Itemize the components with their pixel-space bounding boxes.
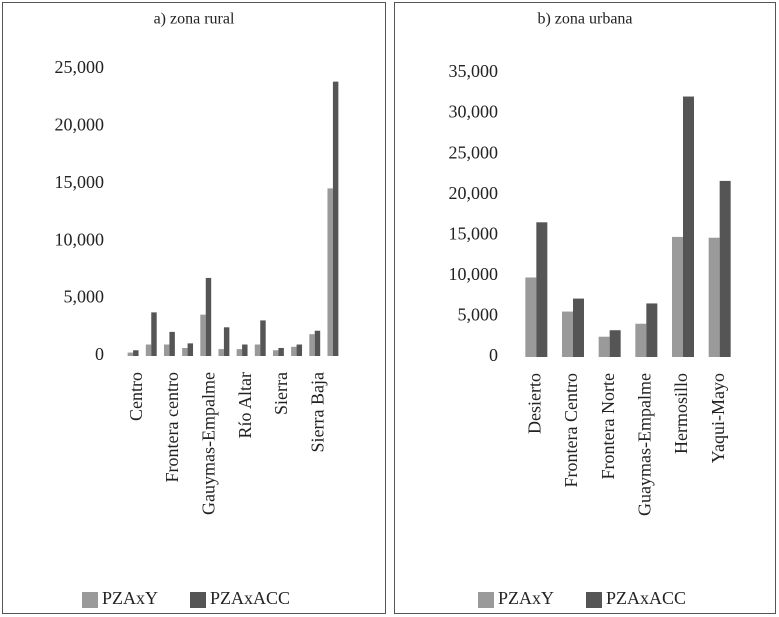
x-tick-label: Centro <box>126 372 146 421</box>
y-tick-label: 25,000 <box>55 57 105 77</box>
bar <box>708 237 720 357</box>
x-tick-label: Frontera Centro <box>561 373 581 487</box>
bar <box>278 347 284 356</box>
bar <box>525 277 537 357</box>
legend-swatch <box>82 592 98 608</box>
legend-swatch <box>586 592 602 608</box>
bar <box>242 344 248 356</box>
bar <box>127 352 134 356</box>
legend-label: PZAxY <box>102 588 158 608</box>
bar <box>169 331 175 356</box>
legend-swatch <box>478 592 494 608</box>
bar <box>314 330 321 356</box>
y-tick-label: 5,000 <box>458 305 499 325</box>
bar <box>223 327 230 356</box>
y-tick-label: 25,000 <box>449 142 499 162</box>
y-tick-label: 20,000 <box>55 115 105 135</box>
x-tick-label: Guaymas-Empalme <box>634 373 654 516</box>
x-tick-label: Yaqui-Mayo <box>708 373 728 463</box>
chart-title: a) zona rural <box>154 11 235 28</box>
bar <box>327 188 333 356</box>
x-tick-label: Río Altar <box>235 372 255 439</box>
x-tick-label: Sierra <box>271 372 291 415</box>
y-tick-label: 30,000 <box>449 102 499 122</box>
bar <box>683 96 694 357</box>
bar <box>609 330 621 357</box>
bar <box>163 344 170 356</box>
bar <box>672 236 683 357</box>
y-tick-label: 0 <box>95 344 104 364</box>
y-tick-label: 10,000 <box>55 229 105 249</box>
bar <box>200 314 206 356</box>
x-tick-label: Hermosillo <box>671 373 691 454</box>
legend-label: PZAxY <box>498 588 554 608</box>
bar <box>598 336 610 357</box>
bar <box>205 277 212 356</box>
y-tick-label: 0 <box>489 345 498 365</box>
y-tick-label: 15,000 <box>55 172 105 192</box>
bar <box>562 311 573 357</box>
bar <box>151 312 157 356</box>
y-tick-label: 15,000 <box>449 223 499 243</box>
bar <box>296 344 303 356</box>
bar <box>236 349 243 356</box>
bar <box>182 347 188 356</box>
bar <box>254 344 261 356</box>
bar <box>573 298 584 357</box>
panel-frame <box>2 2 386 614</box>
bar <box>260 320 266 356</box>
bar <box>145 344 152 356</box>
x-tick-label: Gauymas-Empalme <box>198 372 218 515</box>
x-tick-label: Frontera centro <box>162 372 182 482</box>
bar <box>309 334 315 356</box>
bar <box>133 350 139 356</box>
bar <box>635 323 647 357</box>
bar <box>272 350 279 356</box>
y-tick-label: 5,000 <box>64 287 105 307</box>
bar <box>187 343 194 356</box>
y-tick-label: 35,000 <box>449 61 499 81</box>
bar <box>218 349 224 356</box>
panel-frame <box>394 2 776 614</box>
x-tick-label: Desierto <box>524 373 544 434</box>
y-tick-label: 10,000 <box>449 264 499 284</box>
x-tick-label: Frontera Norte <box>598 373 618 479</box>
bar <box>646 303 658 357</box>
x-tick-label: Sierra Baja <box>307 372 327 452</box>
y-tick-label: 20,000 <box>449 183 499 203</box>
legend-swatch <box>190 592 206 608</box>
bar <box>719 180 731 357</box>
legend-label: PZAxACC <box>210 588 290 608</box>
bar <box>332 81 339 357</box>
bar <box>536 222 548 357</box>
legend-label: PZAxACC <box>606 588 686 608</box>
chart-title: b) zona urbana <box>537 11 632 28</box>
bar <box>291 346 297 356</box>
